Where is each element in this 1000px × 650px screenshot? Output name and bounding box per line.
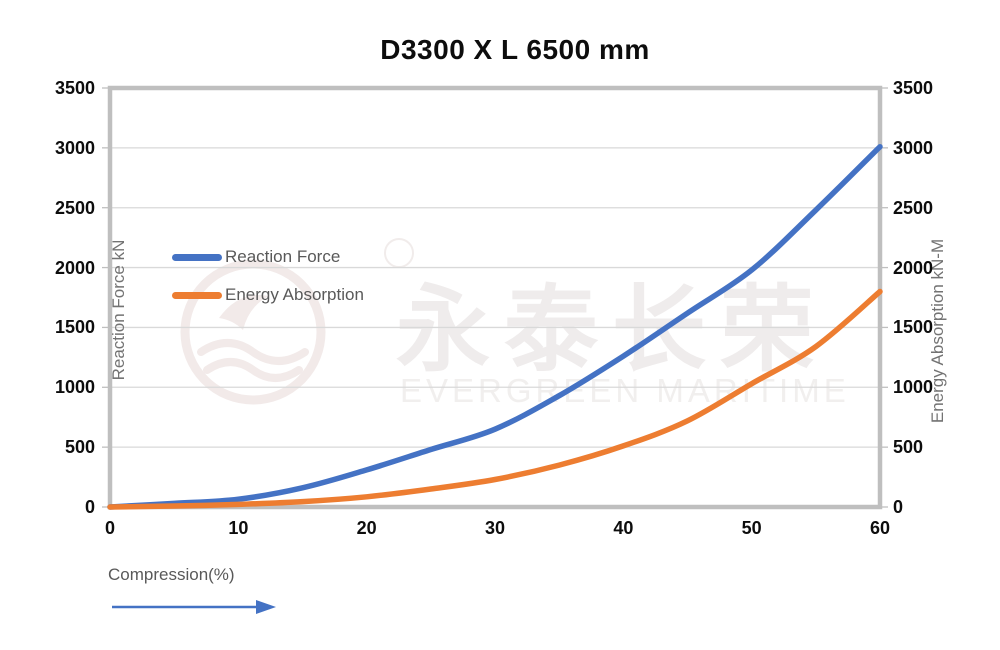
y-axis-tick-right: 3500 [893,78,934,98]
x-axis-tick: 0 [104,518,115,538]
legend: Reaction Force Energy Absorption [172,238,364,314]
legend-item-reaction-force: Reaction Force [172,238,364,276]
series-line-reaction-force [107,143,883,510]
compression-arrow-icon [112,600,276,614]
y-axis-tick-right: 3000 [893,137,934,158]
energy-absorption-line-swatch [172,291,222,299]
y-axis-tick-left: 3000 [54,137,95,158]
x-axis-tick: 40 [613,518,634,538]
y-axis-tick-right: 2000 [893,257,934,278]
x-axis-tick: 30 [484,518,506,538]
legend-label-reaction-force: Reaction Force [225,247,341,266]
y-axis-tick-right: 2500 [893,197,934,218]
x-axis-title: Compression(%) [108,565,235,584]
y-axis-tick-left: 3500 [54,78,95,98]
y-axis-tick-left: 500 [64,437,95,458]
y-axis-tick-left: 1500 [54,317,95,338]
y-axis-title-left: Reaction Force kN [109,239,128,381]
y-axis-tick-left: 0 [84,497,95,517]
legend-label-energy-absorption: Energy Absorption [225,285,364,304]
series-line-energy-absorption [107,288,883,510]
plot-border [107,85,883,510]
y-axis-tick-right: 0 [893,497,904,517]
y-axis-tick-right: 1500 [893,317,934,338]
reaction-force-line-swatch [172,253,222,261]
y-axis-tick-right: 1000 [893,377,934,398]
x-axis-tick: 60 [869,518,891,538]
legend-item-energy-absorption: Energy Absorption [172,276,364,314]
y-axis-tick-left: 2500 [54,197,95,218]
x-axis-tick: 50 [741,518,762,538]
x-axis-tick: 10 [228,518,249,538]
chart-title: D3300 X L 6500 mm [380,34,650,65]
y-axis-tick-left: 2000 [54,257,95,278]
y-axis-tick-right: 500 [893,437,924,458]
x-axis-tick: 20 [356,518,377,538]
y-axis-tick-left: 1000 [54,377,95,398]
